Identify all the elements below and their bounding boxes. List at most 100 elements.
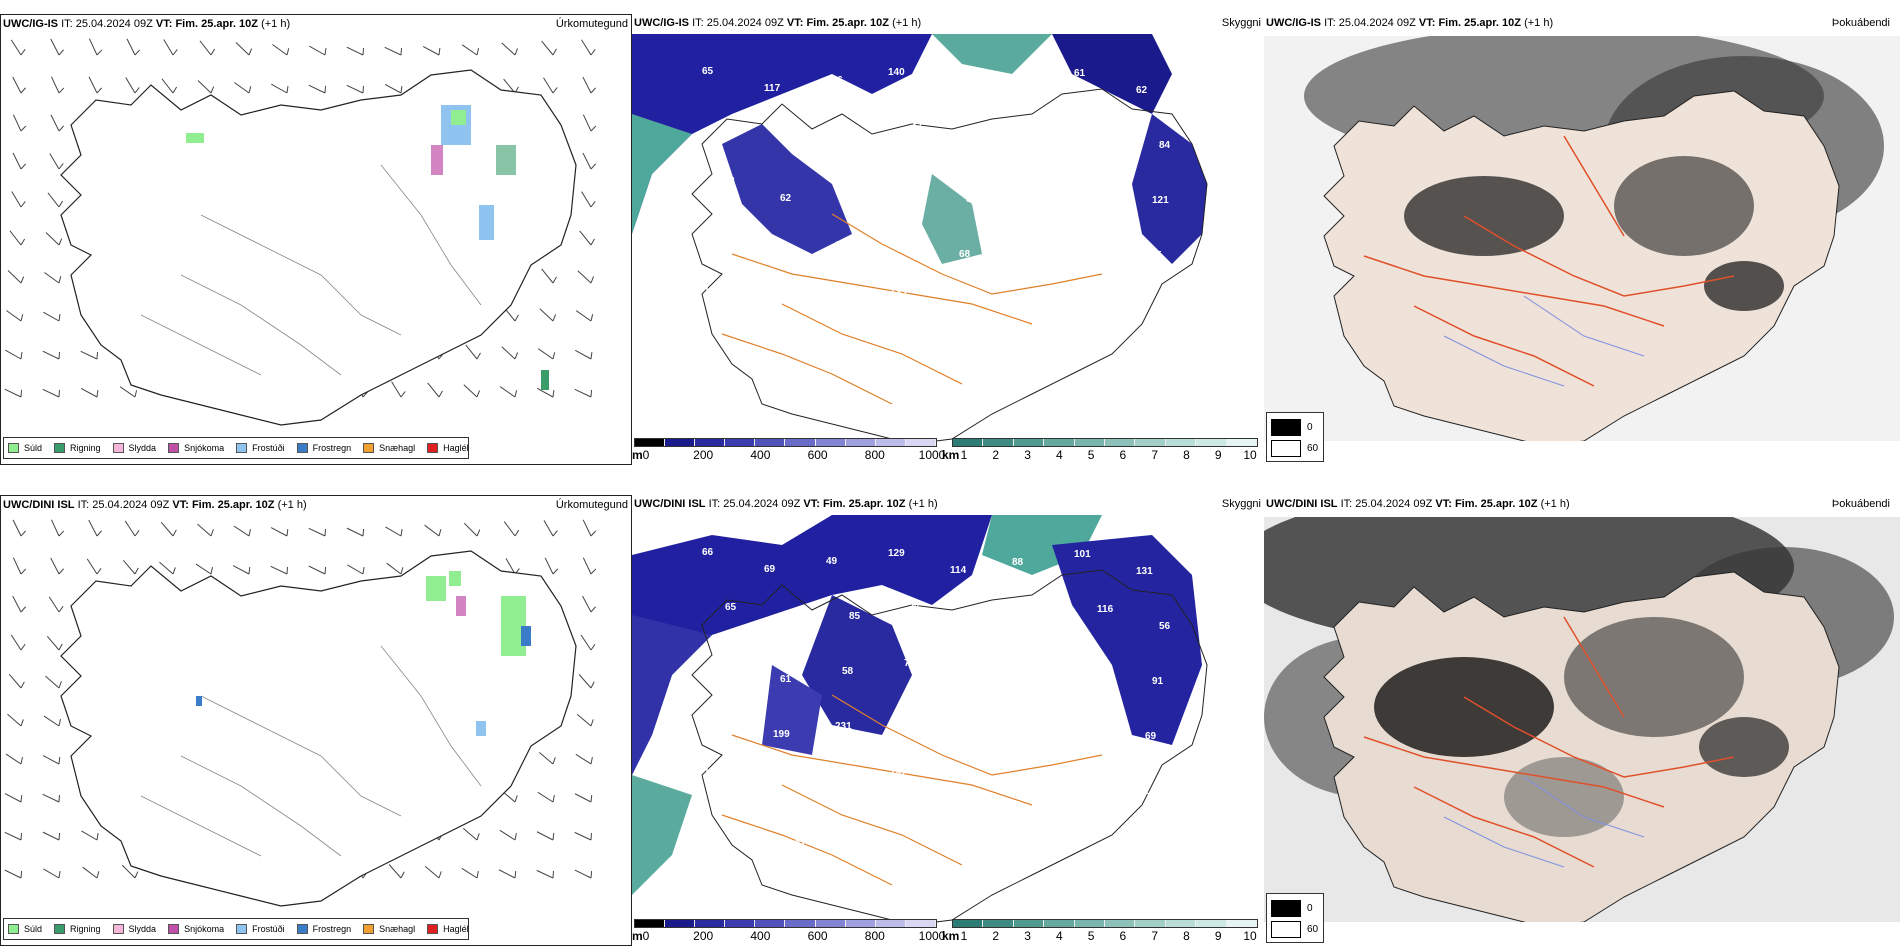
wind-barb-flag: [476, 871, 479, 879]
legend-swatch-haglel: [427, 443, 439, 453]
wind-barb-flag: [590, 163, 597, 170]
wind-barb: [6, 310, 22, 322]
vis-tick-label: 2: [992, 929, 1000, 943]
wind-barb: [50, 519, 60, 537]
vis-color-step: [1135, 439, 1166, 446]
wind-barb: [536, 869, 554, 879]
legend-item: Slydda: [112, 924, 156, 934]
legend-swatch-sudl: [8, 443, 19, 453]
wind-barb-flag: [58, 200, 64, 208]
wind-barb-flag: [20, 238, 26, 246]
wind-barb-flag: [552, 757, 556, 765]
wind-barb-flag: [58, 530, 65, 537]
wind-barb: [163, 39, 174, 56]
wind-barb-flag: [58, 49, 65, 56]
wind-barb: [43, 868, 60, 879]
ceiling-value-label: 65: [911, 603, 923, 614]
panel-title: UWC/DINI ISL IT: 25.04.2024 09Z VT: Fim.…: [634, 498, 938, 510]
wind-barb-flag: [20, 719, 24, 727]
legend-swatch-snjokoma: [168, 924, 180, 934]
legend-item: Haglél: [427, 924, 469, 934]
legend-swatch-snaehagl: [363, 443, 375, 453]
wind-barb: [308, 527, 326, 537]
wind-barb: [234, 82, 250, 94]
wind-barb-flag: [248, 566, 251, 575]
wind-barb-flag: [552, 832, 555, 841]
ceiling-value-label: 71: [725, 121, 737, 132]
wind-barb: [122, 559, 136, 575]
wind-barb-flag: [134, 530, 140, 537]
vis-tick-label: 10: [1243, 929, 1257, 943]
vis-colorbar: [952, 919, 1258, 928]
wind-barb: [42, 350, 60, 360]
panel-title: UWC/DINI ISL IT: 25.04.2024 09Z VT: Fim.…: [1266, 498, 1570, 510]
legend-swatch-frostregn: [296, 924, 308, 934]
vis-tick-label: 6: [1119, 929, 1127, 943]
wind-barb-flag: [286, 85, 289, 94]
ceiling-value-label: 56: [1159, 621, 1171, 632]
wind-barb: [575, 310, 592, 322]
cloud-color-step: [815, 439, 846, 446]
wind-barb: [537, 348, 554, 360]
vis-color-step: [953, 439, 984, 446]
ceiling-value-label: 64: [718, 657, 730, 668]
wind-barb: [582, 76, 592, 94]
cloud-color-step: [815, 920, 846, 927]
ceiling-value-label: 93: [952, 304, 964, 315]
wind-barb-flag: [210, 567, 213, 575]
cloud-tick-label: 400: [750, 929, 771, 943]
wind-barb-flag: [438, 47, 441, 56]
ceiling-value-label: 65: [702, 66, 714, 77]
legend-swatch-snjokoma: [168, 443, 180, 453]
wind-barb: [385, 526, 402, 537]
panel-parameter-title: Skyggni: [1221, 17, 1261, 29]
ceiling-value-label: 133: [959, 730, 976, 741]
ceiling-value-label: 137: [1035, 612, 1052, 623]
vis-tick-label: 3: [1024, 929, 1031, 943]
precip-type-panel-row2: UWC/DINI ISL IT: 25.04.2024 09Z VT: Fim.…: [0, 495, 632, 946]
wind-barb: [582, 114, 592, 132]
wind-barb-flag: [134, 49, 141, 56]
cloud-color-step: [785, 920, 816, 927]
wind-barb-flag: [590, 794, 593, 803]
legend-item: Snæhagl: [363, 443, 415, 453]
wind-barb: [541, 268, 554, 284]
ceiling-value-label: 76: [1097, 123, 1109, 134]
wind-barb: [88, 519, 98, 537]
panel-title: UWC/IG-IS IT: 25.04.2024 09Z VT: Fim. 25…: [1266, 17, 1554, 29]
wind-barb-flag: [476, 48, 480, 56]
wind-barb: [581, 39, 592, 56]
wind-barb-flag: [362, 47, 365, 56]
wind-barb-flag: [172, 49, 178, 56]
wind-barb-flag: [590, 606, 596, 613]
ceiling-value-label: 120: [975, 840, 992, 851]
wind-barb: [88, 76, 98, 94]
wind-barb: [195, 563, 212, 575]
ceiling-value-label: 111: [835, 240, 851, 251]
legend-swatch-frostregn: [296, 443, 308, 453]
ceiling-value-label: 87: [711, 231, 723, 242]
cloud-tick-label: 400: [750, 448, 771, 462]
wind-barb: [81, 830, 98, 841]
wind-barb-flag: [590, 530, 597, 537]
fog-panel-row2: UWC/DINI ISL IT: 25.04.2024 09Z VT: Fim.…: [1264, 495, 1900, 946]
wind-barb-flag: [590, 314, 594, 322]
wind-barb: [536, 387, 554, 398]
panel-parameter-title: Þokuábendi: [1831, 17, 1890, 29]
wind-barb-flag: [400, 529, 403, 537]
wind-barb-flag: [400, 85, 403, 94]
ceiling-value-label: 199: [773, 729, 790, 740]
wind-barb: [159, 561, 174, 575]
wind-barb: [42, 755, 60, 765]
wind-barb-flag: [172, 529, 177, 537]
wind-barb-flag: [20, 49, 26, 56]
fog-legend-high: 60: [1307, 924, 1319, 935]
wind-barb-flag: [58, 643, 63, 651]
wind-barb-flag: [400, 871, 405, 879]
legend-swatch-sudl: [8, 924, 19, 934]
legend-item: Haglél: [427, 443, 469, 453]
fog-map-row2: [1264, 517, 1900, 922]
cloud-color-step: [785, 439, 816, 446]
wind-barb-flag: [552, 389, 555, 398]
ceiling-value-label: 62: [1028, 667, 1040, 678]
